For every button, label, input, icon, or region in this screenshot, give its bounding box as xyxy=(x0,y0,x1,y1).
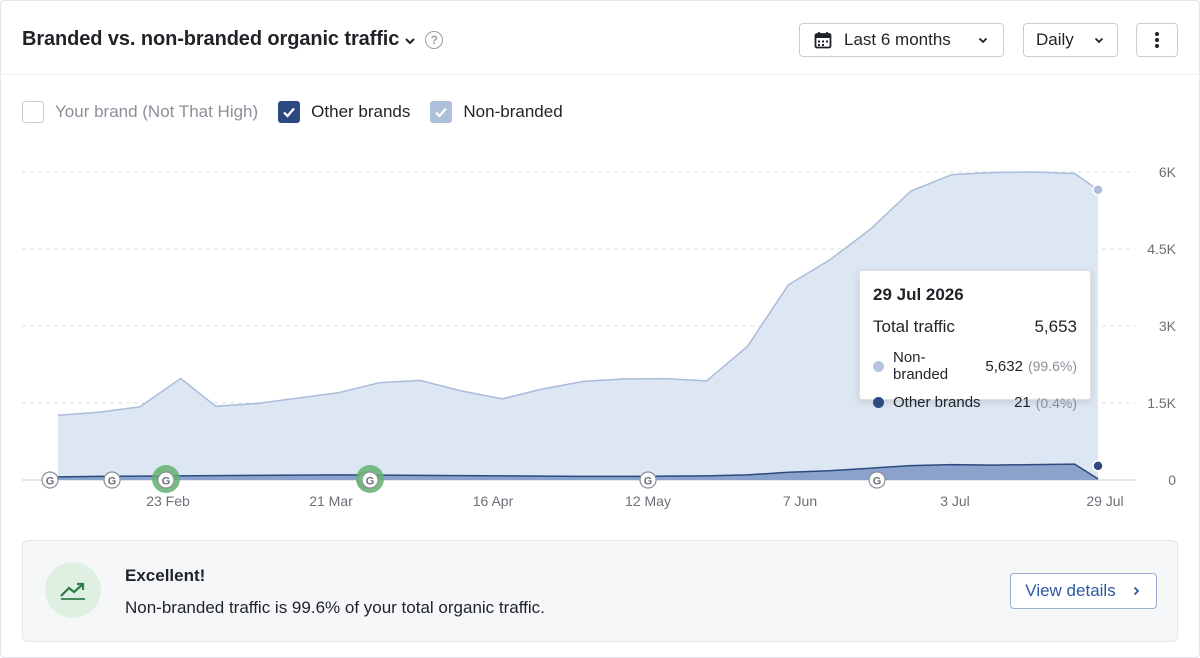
check-icon xyxy=(435,107,448,118)
google-update-marker[interactable] xyxy=(361,471,379,489)
trend-up-icon xyxy=(45,562,101,618)
legend-item-your-brand[interactable]: Your brand (Not That High) xyxy=(22,101,258,123)
header-divider xyxy=(0,74,1200,75)
y-tick-label: 1.5K xyxy=(1147,395,1176,411)
chevron-down-icon xyxy=(1094,37,1104,44)
title-dropdown[interactable]: Branded vs. non-branded organic traffic … xyxy=(22,28,444,51)
x-tick-label: 7 Jun xyxy=(783,493,817,509)
tooltip-row-non-branded: Non-branded 5,632 (99.6%) xyxy=(873,349,1077,383)
tooltip-series-value: 5,632 xyxy=(985,357,1023,375)
insight-banner: Excellent! Non-branded traffic is 99.6% … xyxy=(22,540,1178,642)
legend-item-other-brands[interactable]: Other brands xyxy=(278,101,410,123)
google-update-label: G xyxy=(366,476,375,488)
legend-item-non-branded[interactable]: Non-branded xyxy=(430,101,563,123)
series-line-non-branded xyxy=(57,171,1099,417)
google-update-label: G xyxy=(873,476,882,488)
legend-label: Your brand (Not That High) xyxy=(55,102,259,121)
view-details-label: View details xyxy=(1025,581,1116,600)
x-tick-label: 29 Jul xyxy=(1086,493,1123,509)
y-tick-label: 0 xyxy=(1168,472,1176,488)
view-details-button[interactable]: View details xyxy=(1010,573,1157,609)
x-tick-label: 12 May xyxy=(625,493,671,509)
series-legend: Your brand (Not That High) Other brands … xyxy=(22,101,583,123)
series-area-non-branded xyxy=(58,172,1098,480)
kebab-icon xyxy=(1155,32,1159,48)
tooltip-date: 29 Jul 2026 xyxy=(873,285,964,304)
card-title: Branded vs. non-branded organic traffic xyxy=(22,28,400,50)
legend-label: Other brands xyxy=(311,102,411,121)
banner-title: Excellent! xyxy=(125,566,206,585)
marker-non-branded xyxy=(1092,184,1104,196)
tooltip-row-other-brands: Other brands 21 (0.4%) xyxy=(873,394,1077,411)
y-tick-label: 4.5K xyxy=(1147,241,1176,257)
tooltip-series-name: Non-branded xyxy=(893,349,949,383)
date-range-label: Last 6 months xyxy=(844,30,951,49)
series-dot xyxy=(873,360,884,372)
x-tick-label: 16 Apr xyxy=(473,493,514,509)
chevron-down-icon xyxy=(978,37,988,44)
checkbox-unchecked[interactable] xyxy=(22,101,44,123)
x-tick-label: 21 Mar xyxy=(309,493,353,509)
traffic-area-chart[interactable]: 0 1.5K 3K 4.5K 6K 23 Feb 21 Mar 16 Apr 12 May 7 J… xyxy=(0,140,1200,520)
tooltip-series-pct: (0.4%) xyxy=(1035,394,1077,411)
legend-label: Non-branded xyxy=(463,102,563,121)
more-options-button[interactable] xyxy=(1136,23,1178,57)
google-update-marker[interactable] xyxy=(41,471,59,489)
checkbox-checked[interactable] xyxy=(278,101,301,123)
chevron-right-icon xyxy=(1133,586,1139,596)
google-update-label: G xyxy=(108,476,117,488)
google-update-label: G xyxy=(46,476,55,488)
y-tick-label: 6K xyxy=(1159,164,1177,180)
google-update-marker[interactable] xyxy=(868,471,886,489)
google-update-label: G xyxy=(162,476,171,488)
date-range-select[interactable]: Last 6 months xyxy=(799,23,1004,57)
x-tick-label: 23 Feb xyxy=(146,493,190,509)
google-update-marker[interactable] xyxy=(639,471,657,489)
series-area-other-brands xyxy=(58,464,1098,480)
chart-tooltip: 29 Jul 2026 Total traffic 5,653 Non-bran… xyxy=(859,270,1091,411)
tooltip-series-name: Other brands xyxy=(893,394,981,411)
google-update-marker[interactable] xyxy=(103,471,121,489)
tooltip-total-row: Total traffic 5,653 xyxy=(873,317,1077,337)
y-tick-label: 3K xyxy=(1159,318,1177,334)
granularity-label: Daily xyxy=(1036,30,1074,49)
calendar-icon xyxy=(814,32,832,49)
tooltip-series-pct: (99.6%) xyxy=(1027,358,1077,374)
granularity-select[interactable]: Daily xyxy=(1023,23,1118,57)
tooltip-total-label: Total traffic xyxy=(873,317,955,336)
series-dot xyxy=(873,397,884,408)
checkbox-checked[interactable] xyxy=(430,101,453,123)
tooltip-series-value: 21 xyxy=(1014,394,1031,411)
google-update-label: G xyxy=(644,476,653,488)
series-line-other-brands xyxy=(57,463,1099,480)
x-tick-label: 3 Jul xyxy=(940,493,970,509)
banner-text: Non-branded traffic is 99.6% of your tot… xyxy=(125,598,545,617)
marker-other-brands xyxy=(1092,460,1104,472)
tooltip-total-value: 5,653 xyxy=(1034,317,1077,336)
check-icon xyxy=(283,107,296,118)
chevron-down-icon xyxy=(405,37,415,44)
help-icon[interactable]: ? xyxy=(425,30,444,49)
google-update-marker[interactable] xyxy=(157,471,175,489)
